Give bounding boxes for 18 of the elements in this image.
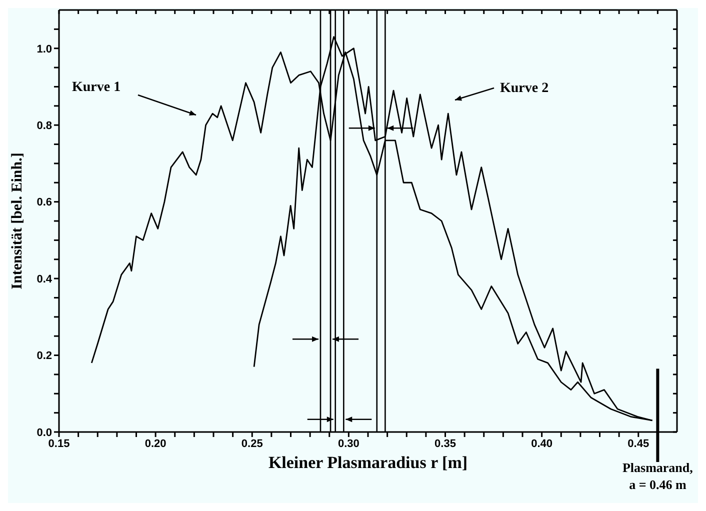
x-tick-label: 0.40 xyxy=(531,438,553,450)
x-tick-label: 0.20 xyxy=(144,438,166,450)
ref-line-label: Plasmarand, a = 0.46 m xyxy=(622,460,693,492)
y-tick-label: 0.6 xyxy=(36,196,52,209)
annotation: Kurve 2 xyxy=(500,81,549,96)
x-tick-label: 0.25 xyxy=(241,438,263,450)
x-tick-label: 0.30 xyxy=(338,438,360,450)
x-tick-label: 0.45 xyxy=(628,438,650,450)
y-tick-label: 0.2 xyxy=(36,350,52,362)
y-tick-label: 1.0 xyxy=(36,43,52,56)
x-tick-label: 0.35 xyxy=(434,438,456,450)
x-tick-label: 0.15 xyxy=(48,438,70,450)
y-tick-label: 0.0 xyxy=(36,426,52,439)
x-axis-title: Kleiner Plasmaradius r [m] xyxy=(268,453,468,472)
y-tick-label: 0.8 xyxy=(36,120,52,132)
y-axis-title: Intensität [bel. Einh.] xyxy=(9,152,26,290)
annotation: Kurve 1 xyxy=(72,80,121,95)
y-tick-label: 0.4 xyxy=(36,273,53,286)
